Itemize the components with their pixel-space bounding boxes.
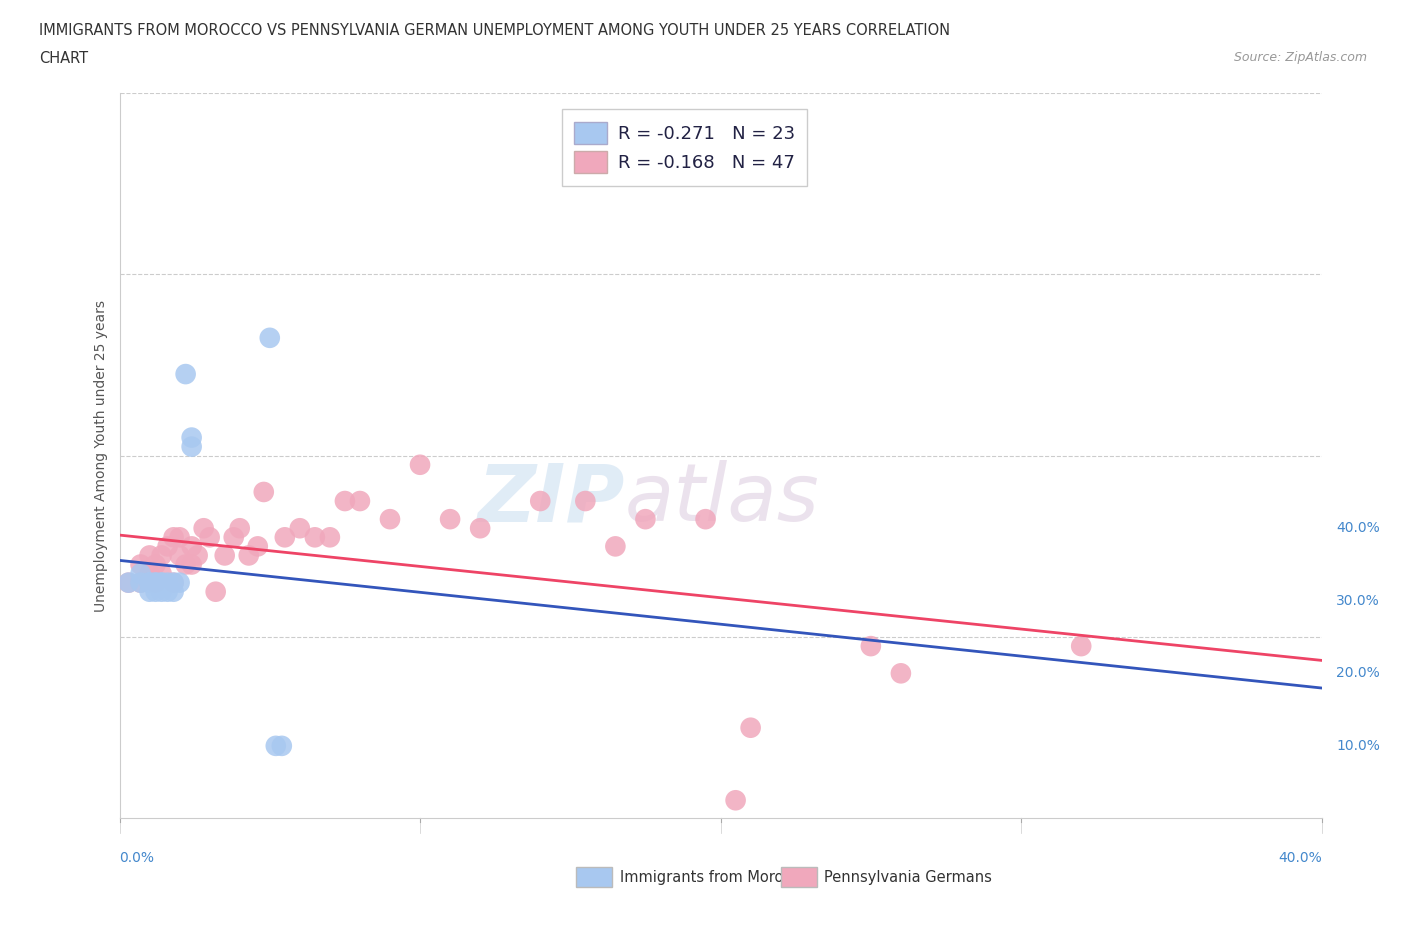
Y-axis label: Unemployment Among Youth under 25 years: Unemployment Among Youth under 25 years bbox=[94, 299, 108, 612]
Point bbox=[162, 575, 184, 591]
Text: ZIP: ZIP bbox=[477, 460, 624, 538]
Point bbox=[162, 575, 184, 591]
Point bbox=[145, 575, 167, 591]
Point bbox=[150, 548, 173, 563]
Point bbox=[169, 575, 191, 591]
Text: 30.0%: 30.0% bbox=[1336, 593, 1379, 608]
Point bbox=[129, 566, 152, 581]
Point bbox=[169, 530, 191, 545]
Text: atlas: atlas bbox=[624, 460, 820, 538]
Text: 0.0%: 0.0% bbox=[120, 851, 155, 865]
Text: Source: ZipAtlas.com: Source: ZipAtlas.com bbox=[1233, 51, 1367, 64]
Point bbox=[150, 575, 173, 591]
Point bbox=[1070, 639, 1092, 654]
Point bbox=[724, 792, 747, 807]
Point bbox=[174, 557, 197, 572]
Point bbox=[259, 330, 281, 345]
Legend: R = -0.271   N = 23, R = -0.168   N = 47: R = -0.271 N = 23, R = -0.168 N = 47 bbox=[561, 110, 807, 186]
Point bbox=[138, 548, 160, 563]
Point bbox=[156, 575, 179, 591]
Text: Pennsylvania Germans: Pennsylvania Germans bbox=[824, 870, 991, 885]
Point bbox=[138, 566, 160, 581]
Point bbox=[162, 530, 184, 545]
Point bbox=[304, 530, 326, 545]
Point bbox=[174, 366, 197, 381]
Point bbox=[214, 548, 236, 563]
Text: 40.0%: 40.0% bbox=[1336, 521, 1379, 536]
Point bbox=[740, 720, 762, 735]
Point bbox=[264, 738, 287, 753]
Point bbox=[117, 575, 139, 591]
Point bbox=[468, 521, 492, 536]
Point bbox=[319, 530, 342, 545]
Point bbox=[162, 584, 184, 599]
Point bbox=[574, 494, 596, 509]
Text: Immigrants from Morocco: Immigrants from Morocco bbox=[620, 870, 808, 885]
Point bbox=[228, 521, 252, 536]
Text: 10.0%: 10.0% bbox=[1336, 738, 1379, 753]
Text: 40.0%: 40.0% bbox=[1278, 851, 1322, 865]
Point bbox=[859, 639, 882, 654]
Point bbox=[150, 575, 173, 591]
FancyBboxPatch shape bbox=[576, 867, 613, 887]
Point bbox=[333, 494, 356, 509]
Point bbox=[238, 548, 260, 563]
Point bbox=[274, 530, 297, 545]
Point bbox=[145, 557, 167, 572]
Point bbox=[145, 575, 167, 591]
Point bbox=[156, 539, 179, 554]
Point bbox=[169, 548, 191, 563]
Point bbox=[156, 584, 179, 599]
Text: 20.0%: 20.0% bbox=[1336, 666, 1379, 681]
Point bbox=[193, 521, 215, 536]
Point bbox=[378, 512, 401, 526]
Point bbox=[129, 557, 152, 572]
Point bbox=[605, 539, 627, 554]
Point bbox=[246, 539, 269, 554]
Point bbox=[634, 512, 657, 526]
Point bbox=[117, 575, 139, 591]
Point bbox=[129, 575, 152, 591]
Point bbox=[222, 530, 245, 545]
Text: IMMIGRANTS FROM MOROCCO VS PENNSYLVANIA GERMAN UNEMPLOYMENT AMONG YOUTH UNDER 25: IMMIGRANTS FROM MOROCCO VS PENNSYLVANIA … bbox=[39, 23, 950, 38]
Point bbox=[529, 494, 551, 509]
Point bbox=[180, 539, 202, 554]
Point bbox=[150, 584, 173, 599]
Point bbox=[270, 738, 292, 753]
Point bbox=[204, 584, 226, 599]
Point bbox=[129, 575, 152, 591]
Point bbox=[187, 548, 209, 563]
Point bbox=[695, 512, 717, 526]
FancyBboxPatch shape bbox=[780, 867, 817, 887]
Point bbox=[138, 575, 160, 591]
Point bbox=[890, 666, 912, 681]
Point bbox=[439, 512, 461, 526]
Point bbox=[145, 584, 167, 599]
Point bbox=[150, 566, 173, 581]
Point bbox=[138, 584, 160, 599]
Point bbox=[198, 530, 221, 545]
Text: CHART: CHART bbox=[39, 51, 89, 66]
Point bbox=[409, 458, 432, 472]
Point bbox=[180, 557, 202, 572]
Point bbox=[349, 494, 371, 509]
Point bbox=[253, 485, 276, 499]
Point bbox=[138, 575, 160, 591]
Point bbox=[145, 575, 167, 591]
Point bbox=[288, 521, 311, 536]
Point bbox=[180, 430, 202, 445]
Point bbox=[180, 439, 202, 454]
